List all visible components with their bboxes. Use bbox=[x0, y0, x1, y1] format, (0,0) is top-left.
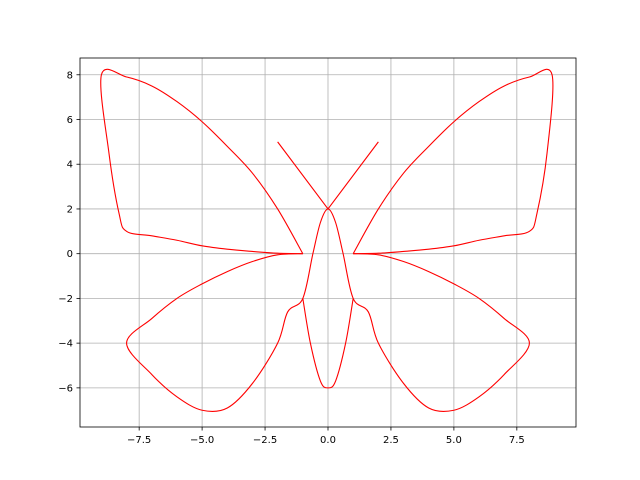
x-tick-label: −7.5 bbox=[127, 435, 151, 446]
x-tick-label: −2.5 bbox=[253, 435, 277, 446]
y-axis: −6 −4 −2 0 2 4 6 8 bbox=[58, 70, 80, 394]
y-tick-label: 6 bbox=[67, 115, 73, 126]
data-series bbox=[100, 68, 554, 413]
y-tick-label: 0 bbox=[67, 249, 73, 260]
y-tick-label: 8 bbox=[67, 70, 73, 81]
x-tick-label: 0.0 bbox=[320, 435, 336, 446]
x-tick-label: 2.5 bbox=[383, 435, 399, 446]
y-tick-label: −4 bbox=[58, 339, 73, 350]
series-segment bbox=[126, 208, 530, 413]
grid bbox=[80, 58, 576, 427]
y-tick-label: 2 bbox=[67, 204, 73, 215]
y-tick-label: −2 bbox=[58, 294, 73, 305]
series-segment bbox=[302, 298, 354, 389]
y-tick-label: −6 bbox=[58, 383, 73, 394]
y-tick-label: 4 bbox=[67, 160, 73, 171]
x-tick-label: 7.5 bbox=[509, 435, 525, 446]
series-segment bbox=[352, 68, 554, 255]
x-axis: −7.5 −5.0 −2.5 0.0 2.5 5.0 7.5 bbox=[127, 427, 525, 446]
x-tick-label: 5.0 bbox=[446, 435, 462, 446]
series-segment bbox=[100, 68, 304, 255]
x-tick-label: −5.0 bbox=[190, 435, 214, 446]
